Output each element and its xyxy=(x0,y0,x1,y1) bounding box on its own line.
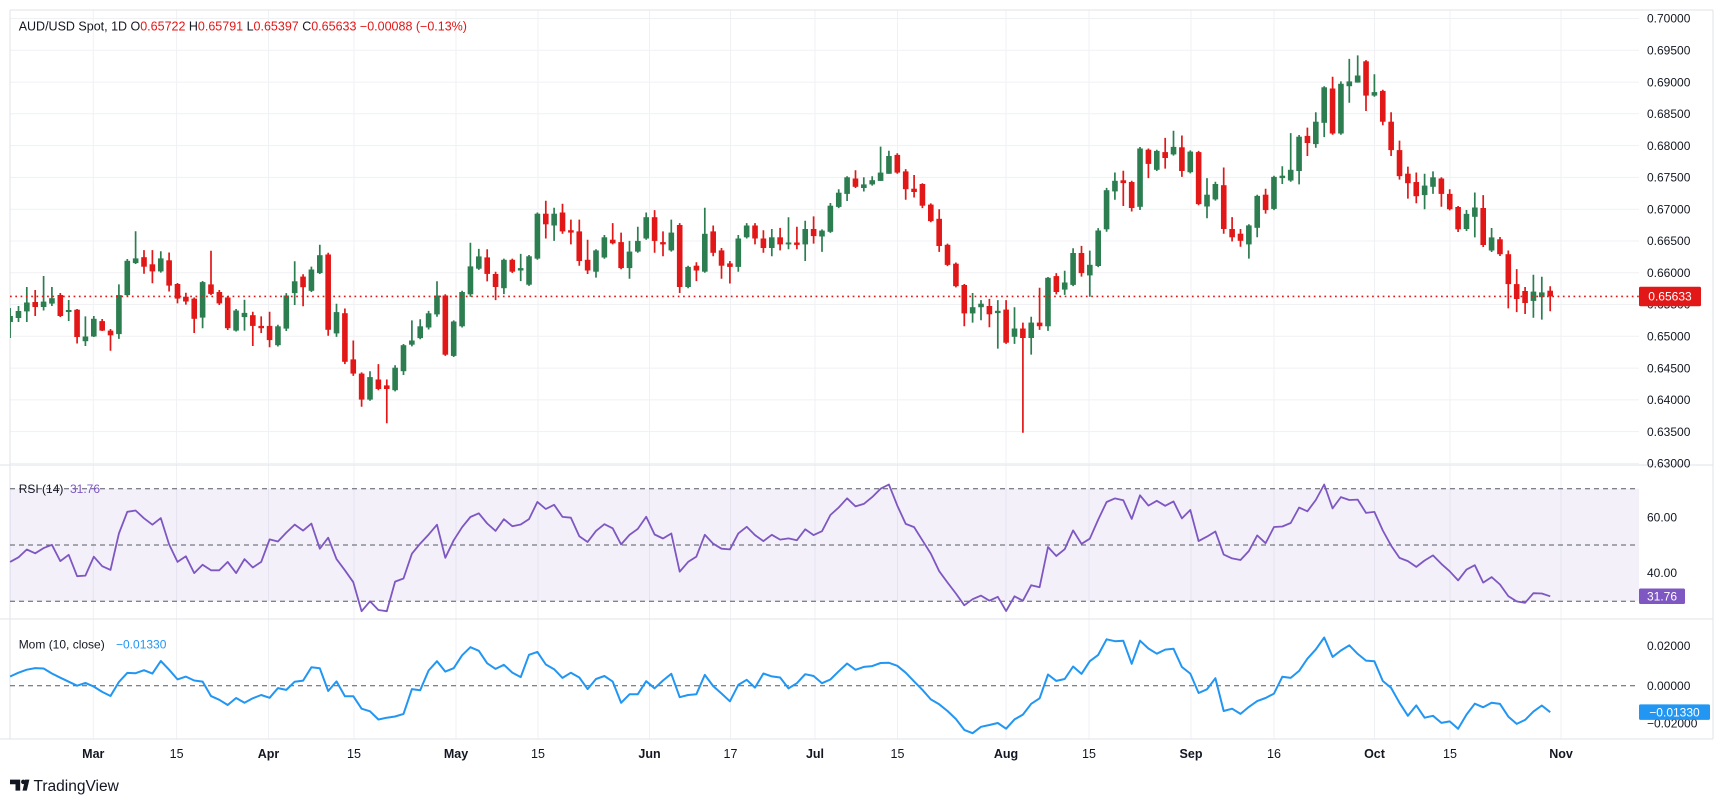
svg-text:Mar: Mar xyxy=(82,747,104,761)
svg-text:Oct: Oct xyxy=(1364,747,1386,761)
svg-text:Jun: Jun xyxy=(638,747,660,761)
svg-text:0.66500: 0.66500 xyxy=(1647,234,1691,248)
svg-text:0.68000: 0.68000 xyxy=(1647,139,1691,153)
svg-text:−0.01330: −0.01330 xyxy=(116,638,167,652)
svg-text:15: 15 xyxy=(347,747,361,761)
svg-text:Apr: Apr xyxy=(258,747,280,761)
svg-text:15: 15 xyxy=(170,747,184,761)
svg-text:0.68500: 0.68500 xyxy=(1647,107,1691,121)
svg-text:31.76: 31.76 xyxy=(70,482,100,496)
svg-text:0.64000: 0.64000 xyxy=(1647,393,1691,407)
svg-text:0.67000: 0.67000 xyxy=(1647,202,1691,216)
svg-text:0.66000: 0.66000 xyxy=(1647,266,1691,280)
svg-text:Sep: Sep xyxy=(1180,747,1203,761)
svg-text:0.02000: 0.02000 xyxy=(1647,639,1691,653)
svg-text:15: 15 xyxy=(891,747,905,761)
svg-text:0.63000: 0.63000 xyxy=(1647,457,1691,471)
svg-text:Mom (10, close): Mom (10, close) xyxy=(19,638,105,652)
svg-text:15: 15 xyxy=(531,747,545,761)
svg-text:May: May xyxy=(444,747,468,761)
svg-text:Jul: Jul xyxy=(806,747,824,761)
svg-text:0.70000: 0.70000 xyxy=(1647,12,1691,26)
svg-text:60.00: 60.00 xyxy=(1647,511,1677,525)
svg-text:RSI (14): RSI (14) xyxy=(19,482,64,496)
svg-text:0.64500: 0.64500 xyxy=(1647,361,1691,375)
svg-text:15: 15 xyxy=(1082,747,1096,761)
svg-text:TradingView: TradingView xyxy=(34,778,120,795)
svg-text:15: 15 xyxy=(1443,747,1457,761)
svg-text:0.63500: 0.63500 xyxy=(1647,425,1691,439)
svg-text:0.67500: 0.67500 xyxy=(1647,171,1691,185)
svg-text:17: 17 xyxy=(724,747,738,761)
svg-text:0.00000: 0.00000 xyxy=(1647,679,1691,693)
svg-text:0.69500: 0.69500 xyxy=(1647,43,1691,57)
svg-text:−0.01330: −0.01330 xyxy=(1649,705,1700,719)
svg-text:0.65000: 0.65000 xyxy=(1647,330,1691,344)
svg-text:16: 16 xyxy=(1267,747,1281,761)
svg-text:O0.65722 H0.65791 L0.65397 C0.: O0.65722 H0.65791 L0.65397 C0.65633 −0.0… xyxy=(131,20,467,34)
svg-text:AUD/USD Spot, 1D: AUD/USD Spot, 1D xyxy=(19,20,127,34)
svg-text:0.69000: 0.69000 xyxy=(1647,75,1691,89)
svg-text:Aug: Aug xyxy=(994,747,1018,761)
svg-text:0.65633: 0.65633 xyxy=(1648,290,1692,304)
svg-text:40.00: 40.00 xyxy=(1647,566,1677,580)
svg-text:Nov: Nov xyxy=(1549,747,1573,761)
svg-text:31.76: 31.76 xyxy=(1647,590,1677,604)
